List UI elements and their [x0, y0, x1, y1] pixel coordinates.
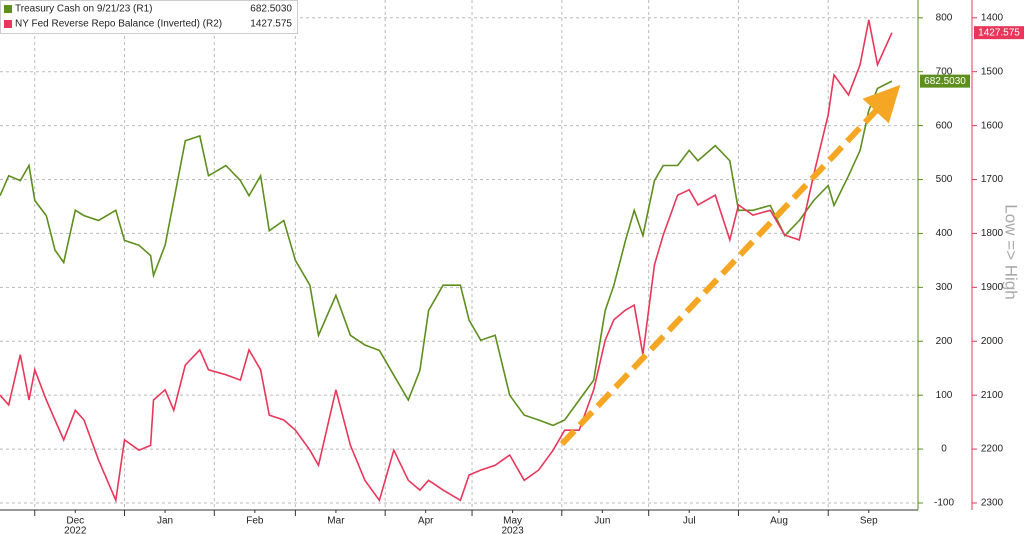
x-tick-label: Jun [594, 516, 610, 527]
x-tick-label: Feb [246, 516, 264, 527]
y2-tick-label: 2200 [981, 444, 1004, 455]
y2-tick-label: 1500 [981, 66, 1004, 77]
x-tick-label: Jan [157, 516, 173, 527]
value-tag-label: 1427.575 [978, 27, 1020, 38]
value-tag [974, 26, 1024, 40]
x-tick-label: Jul [683, 516, 696, 527]
x-tick-label: Aug [770, 516, 788, 527]
y-tick-label: 600 [936, 120, 953, 131]
y2-tick-label: 1900 [981, 282, 1004, 293]
legend-label: NY Fed Reverse Repo Balance (Inverted) (… [15, 19, 222, 30]
y-tick-label: 800 [936, 12, 953, 23]
y-tick-label: -100 [934, 498, 954, 509]
legend-value: 682.5030 [250, 4, 292, 15]
trend-arrow [559, 84, 901, 447]
y-tick-label: 0 [941, 444, 947, 455]
x-tick-label: Dec [66, 516, 84, 527]
y2-tick-label: 2300 [981, 498, 1004, 509]
grid [0, 0, 918, 510]
x-tick-label: Mar [327, 516, 345, 527]
legend-label: Treasury Cash on 9/21/23 (R1) [15, 4, 152, 15]
y-tick-label: 100 [936, 390, 953, 401]
year-label: 2023 [501, 526, 524, 534]
x-tick-label: Sep [860, 516, 878, 527]
y2-tick-label: 1800 [981, 228, 1004, 239]
legend-swatch [4, 20, 12, 28]
y-tick-label: 700 [936, 66, 953, 77]
y-tick-label: 200 [936, 336, 953, 347]
y2-tick-label: 1600 [981, 120, 1004, 131]
series-line [0, 19, 893, 504]
x-tick-label: Apr [418, 516, 434, 527]
legend: Treasury Cash on 9/21/23 (R1) 682.5030 NY … [0, 0, 298, 34]
y2-tick-label: 2000 [981, 336, 1004, 347]
legend-value: 1427.575 [250, 19, 292, 30]
y-tick-label: 500 [936, 174, 953, 185]
y2-tick-label: 1400 [981, 12, 1004, 23]
year-label: 2022 [64, 526, 87, 534]
legend-box [0, 0, 298, 34]
annotation: Low => High [1002, 204, 1021, 299]
legend-swatch [4, 5, 12, 13]
value-tag-label: 682.5030 [924, 76, 966, 87]
series-line [0, 80, 893, 427]
lines [0, 19, 893, 504]
y-tick-label: 300 [936, 282, 953, 293]
y-tick-label: 400 [936, 228, 953, 239]
x-tick-label: May [503, 516, 522, 527]
y2-tick-label: 1700 [981, 174, 1004, 185]
value-tag [920, 74, 970, 88]
y2-tick-label: 2100 [981, 390, 1004, 401]
